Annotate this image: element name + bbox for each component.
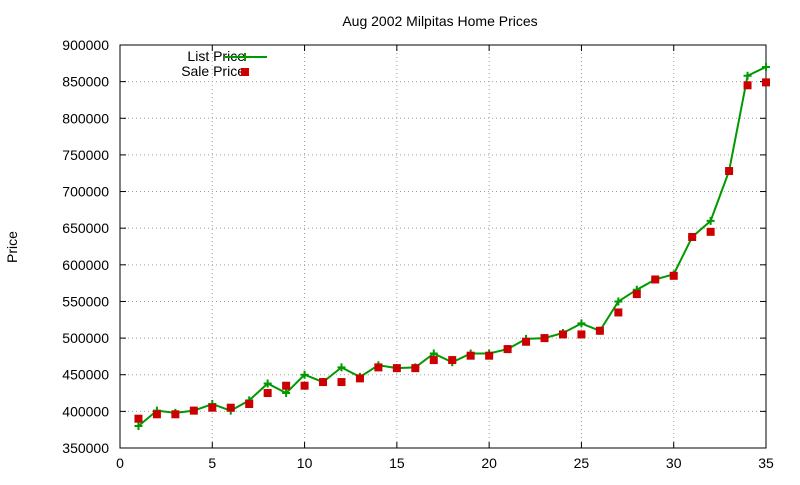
x-tick-label: 0 — [116, 455, 124, 471]
sale-price-point — [522, 337, 531, 346]
y-tick-label: 550000 — [62, 293, 109, 309]
sale-price-point — [171, 410, 180, 419]
list-price-point — [263, 379, 272, 388]
x-tick-label: 15 — [389, 455, 405, 471]
legend-label-list-price: List Price — [187, 48, 245, 64]
list-price-point — [134, 422, 143, 431]
sale-price-point — [226, 403, 235, 412]
y-axis-label: Price — [4, 231, 20, 263]
sale-price-point — [614, 308, 623, 317]
sale-price-point — [245, 400, 254, 409]
y-tick-label: 400000 — [62, 403, 109, 419]
sale-price-point — [208, 403, 217, 412]
axis-ticks: 0 5 10 15 20 25 30 35 350000 400000 450000 500000 55… — [62, 37, 774, 471]
y-tick-label: 650000 — [62, 220, 109, 236]
sale-price-point — [503, 345, 512, 354]
y-tick-label: 750000 — [62, 147, 109, 163]
y-tick-label: 350000 — [62, 440, 109, 456]
sale-price-point — [632, 290, 641, 299]
sale-price-point — [282, 381, 291, 390]
sale-price-point — [466, 351, 475, 360]
sale-price-point — [577, 330, 586, 339]
list-price-point — [337, 363, 346, 372]
sale-price-point — [485, 351, 494, 360]
sale-price-point — [152, 410, 161, 419]
sale-price-point — [374, 363, 383, 372]
legend-label-sale-price: Sale Price — [181, 63, 245, 79]
plot-frame — [119, 44, 767, 449]
sale-price-point — [263, 389, 272, 398]
legend-marker-list-price — [241, 53, 249, 61]
x-tick-label: 35 — [758, 455, 774, 471]
sale-price-point — [134, 414, 143, 423]
sale-price-point — [706, 227, 715, 236]
y-tick-label: 500000 — [62, 330, 109, 346]
list-price-line — [137, 66, 767, 427]
sale-price-point — [743, 81, 752, 90]
legend-marker-sale-price — [241, 68, 249, 76]
sale-price-point — [558, 330, 567, 339]
y-tick-label: 850000 — [62, 74, 109, 90]
list-price-point — [706, 216, 715, 225]
sale-price-point — [300, 381, 309, 390]
list-price-point — [743, 71, 752, 80]
sale-price-point — [448, 356, 457, 365]
sale-price-point — [540, 334, 549, 343]
sale-price-point — [355, 374, 364, 383]
y-tick-label: 450000 — [62, 367, 109, 383]
sale-price-point — [319, 378, 328, 387]
sale-price-point — [762, 78, 770, 87]
sale-price-point — [651, 275, 660, 284]
y-tick-label: 700000 — [62, 184, 109, 200]
list-price-point — [300, 370, 309, 379]
y-tick-label: 800000 — [62, 110, 109, 126]
x-tick-label: 30 — [666, 455, 682, 471]
list-price-point — [282, 389, 291, 398]
sale-price-point — [688, 232, 697, 241]
series — [134, 62, 770, 431]
x-tick-label: 5 — [208, 455, 216, 471]
sale-price-point — [411, 364, 420, 373]
sale-price-point — [725, 167, 734, 176]
sale-price-point — [669, 271, 678, 280]
x-tick-label: 10 — [297, 455, 313, 471]
sale-price-point — [595, 326, 604, 335]
sale-price-point — [429, 356, 438, 365]
grid — [120, 45, 766, 448]
y-tick-label: 900000 — [62, 37, 109, 53]
sale-price-point — [337, 378, 346, 387]
list-price-point — [577, 319, 586, 328]
chart-title: Aug 2002 Milpitas Home Prices — [342, 13, 537, 29]
list-price-point — [762, 62, 770, 71]
x-tick-label: 20 — [481, 455, 497, 471]
sale-price-point — [189, 406, 198, 415]
sale-price-point — [392, 364, 401, 373]
y-tick-label: 600000 — [62, 257, 109, 273]
x-tick-label: 25 — [574, 455, 590, 471]
list-price-point — [614, 297, 623, 306]
